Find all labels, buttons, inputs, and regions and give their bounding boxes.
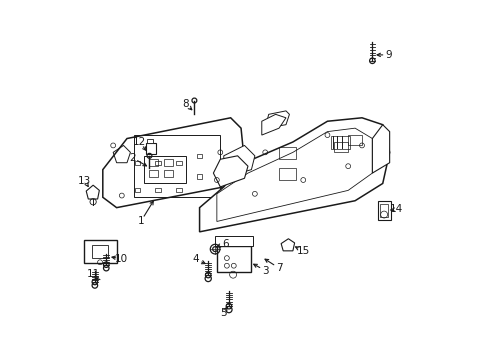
Bar: [149, 170, 158, 176]
Bar: [377, 201, 390, 220]
Text: 6: 6: [222, 239, 228, 249]
Bar: [155, 188, 161, 193]
Bar: [147, 139, 153, 143]
Text: 11: 11: [86, 269, 100, 279]
Text: 8: 8: [182, 99, 189, 109]
Text: 1: 1: [137, 216, 144, 226]
Bar: [196, 154, 202, 158]
Text: 12: 12: [133, 137, 146, 147]
Bar: [92, 245, 108, 258]
Bar: [176, 161, 181, 165]
Bar: [134, 135, 220, 197]
Text: 4: 4: [192, 255, 199, 265]
Text: 14: 14: [389, 204, 403, 214]
Bar: [196, 175, 202, 179]
Bar: [279, 168, 296, 180]
Text: 5: 5: [220, 308, 226, 318]
Bar: [379, 204, 387, 217]
Bar: [347, 135, 361, 145]
Text: 13: 13: [78, 176, 91, 186]
Polygon shape: [86, 185, 99, 199]
Bar: [83, 240, 117, 263]
Bar: [279, 147, 296, 159]
Bar: [215, 236, 253, 246]
Polygon shape: [213, 156, 247, 187]
Polygon shape: [102, 118, 244, 208]
Text: 7: 7: [275, 263, 282, 273]
Polygon shape: [371, 125, 389, 173]
Bar: [155, 161, 161, 165]
Polygon shape: [199, 118, 389, 232]
Text: 10: 10: [115, 254, 128, 264]
Bar: [176, 188, 181, 193]
Polygon shape: [281, 239, 294, 251]
Bar: [164, 159, 173, 166]
Bar: [216, 246, 251, 271]
Bar: [146, 143, 155, 154]
Text: 2: 2: [129, 153, 135, 162]
Bar: [134, 188, 140, 193]
Bar: [134, 161, 140, 165]
Text: 9: 9: [385, 50, 391, 60]
Text: 15: 15: [296, 246, 309, 256]
Bar: [144, 156, 185, 184]
Polygon shape: [261, 114, 285, 135]
Bar: [149, 159, 158, 166]
Bar: [330, 136, 349, 149]
Text: 3: 3: [262, 266, 268, 275]
Polygon shape: [224, 145, 254, 176]
Bar: [164, 170, 173, 176]
Bar: [334, 142, 347, 152]
